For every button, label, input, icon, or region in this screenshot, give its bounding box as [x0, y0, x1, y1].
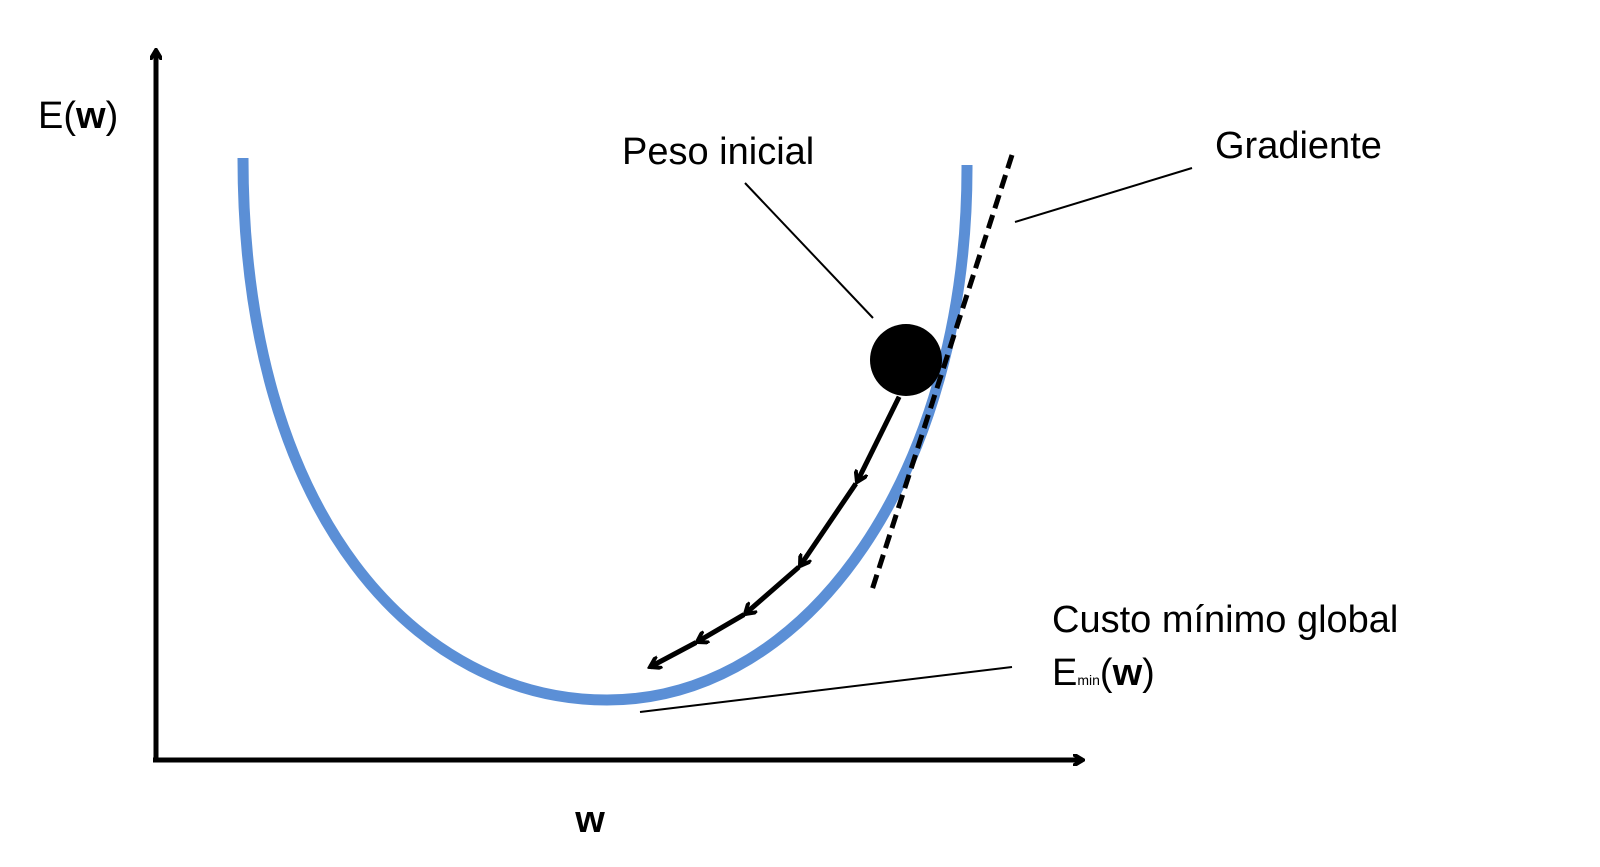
- gradient-tangent-line: [869, 154, 1015, 591]
- initial-weight-ball: [870, 324, 942, 396]
- descent-steps: [650, 395, 902, 668]
- initial-weight-label: Peso inicial: [622, 131, 814, 173]
- x-axis-label: w: [574, 799, 605, 841]
- descent-step-arrow: [745, 565, 801, 614]
- initial-weight-leader-line: [744, 182, 874, 319]
- y-axis-label: E(w): [38, 95, 118, 137]
- descent-step-arrow: [800, 482, 858, 566]
- gradient-leader-line: [1014, 167, 1193, 223]
- descent-step-arrow: [857, 395, 902, 482]
- error-curve: [237, 157, 973, 706]
- descent-step-arrow: [650, 640, 698, 668]
- global-minimum-leader-line: [639, 666, 1013, 713]
- gradient-label: Gradiente: [1215, 125, 1382, 167]
- descent-step-arrow: [697, 612, 746, 642]
- global-minimum-label: Custo mínimo global: [1052, 599, 1398, 641]
- emin-label: Emin(w): [1052, 652, 1155, 694]
